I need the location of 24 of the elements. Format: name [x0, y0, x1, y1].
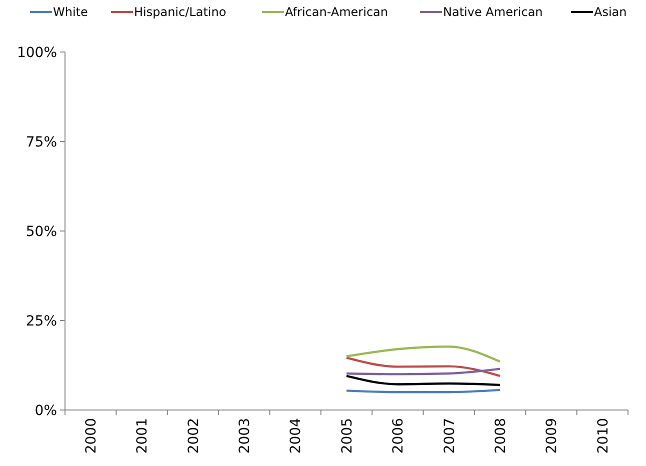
line-series: [345, 374, 502, 386]
x-tick-label: 2002: [186, 418, 202, 454]
x-tick-label: 2004: [288, 418, 304, 454]
line-series: [345, 356, 502, 378]
legend-label: Native American: [443, 5, 543, 19]
legend-label: Asian: [594, 5, 627, 19]
y-tick-label: 0%: [34, 402, 57, 419]
line-series: [345, 346, 502, 363]
x-tick-label: 2001: [134, 418, 151, 454]
x-tick-label: 2006: [390, 418, 407, 454]
y-tick-label: 75%: [26, 134, 57, 150]
legend-label: Hispanic/Latino: [134, 5, 226, 19]
x-tick-label: 2005: [339, 418, 356, 454]
x-tick-label: 2000: [83, 418, 100, 454]
x-tick-label: 2009: [544, 418, 560, 454]
x-tick-label: 2007: [442, 418, 458, 454]
legend-label: African-American: [285, 5, 388, 19]
y-tick-label: 100%: [16, 44, 57, 61]
y-tick-label: 50%: [26, 224, 57, 240]
x-tick-label: 2008: [492, 418, 509, 454]
x-tick-label: 2010: [595, 418, 612, 454]
legend-label: White: [53, 5, 88, 19]
x-tick-label: 2003: [237, 418, 254, 454]
y-tick-label: 25%: [26, 313, 57, 330]
